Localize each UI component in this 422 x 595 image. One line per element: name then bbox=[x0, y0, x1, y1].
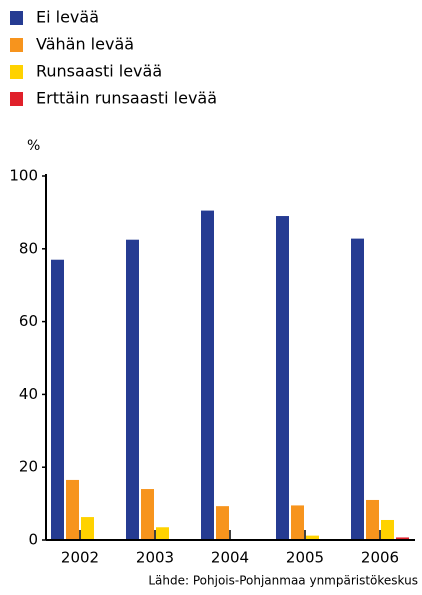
y-tick-label: 20 bbox=[19, 458, 38, 476]
y-tick-label: 100 bbox=[9, 167, 38, 185]
bar bbox=[306, 535, 319, 540]
bar bbox=[141, 489, 154, 540]
y-tick-label: 80 bbox=[19, 239, 38, 257]
legend-swatch bbox=[10, 38, 23, 52]
bar bbox=[201, 210, 214, 540]
bar bbox=[366, 499, 379, 540]
bar bbox=[66, 479, 79, 540]
source: Lähde: Pohjois-Pohjanmaa ynmpäristökesku… bbox=[148, 574, 418, 588]
legend-label: Vähän levää bbox=[36, 35, 134, 54]
y-tick-label: 0 bbox=[28, 531, 38, 549]
bar bbox=[291, 505, 304, 540]
legend-label: Runsaasti levää bbox=[36, 62, 162, 81]
legend-swatch bbox=[10, 11, 23, 25]
bar bbox=[81, 517, 94, 540]
x-tick-label: 2002 bbox=[61, 549, 99, 567]
y-tick-label: 40 bbox=[19, 385, 38, 403]
y-axis-label: % bbox=[27, 138, 40, 154]
bar bbox=[276, 216, 289, 541]
legend-label: Erttäin runsaasti levää bbox=[36, 89, 217, 108]
x-tick-label: 2006 bbox=[361, 549, 399, 567]
bar bbox=[126, 239, 139, 540]
legend-label: Ei levää bbox=[36, 8, 99, 27]
bar bbox=[381, 519, 394, 540]
legend-swatch bbox=[10, 92, 23, 106]
bar bbox=[156, 527, 169, 540]
bar bbox=[396, 537, 409, 540]
bar bbox=[216, 506, 229, 540]
x-tick-label: 2005 bbox=[286, 549, 324, 567]
bar bbox=[51, 259, 64, 540]
y-tick-label: 60 bbox=[19, 312, 38, 330]
bar bbox=[351, 238, 364, 540]
x-tick-label: 2004 bbox=[211, 549, 249, 567]
legend-swatch bbox=[10, 65, 23, 79]
x-tick-label: 2003 bbox=[136, 549, 174, 567]
